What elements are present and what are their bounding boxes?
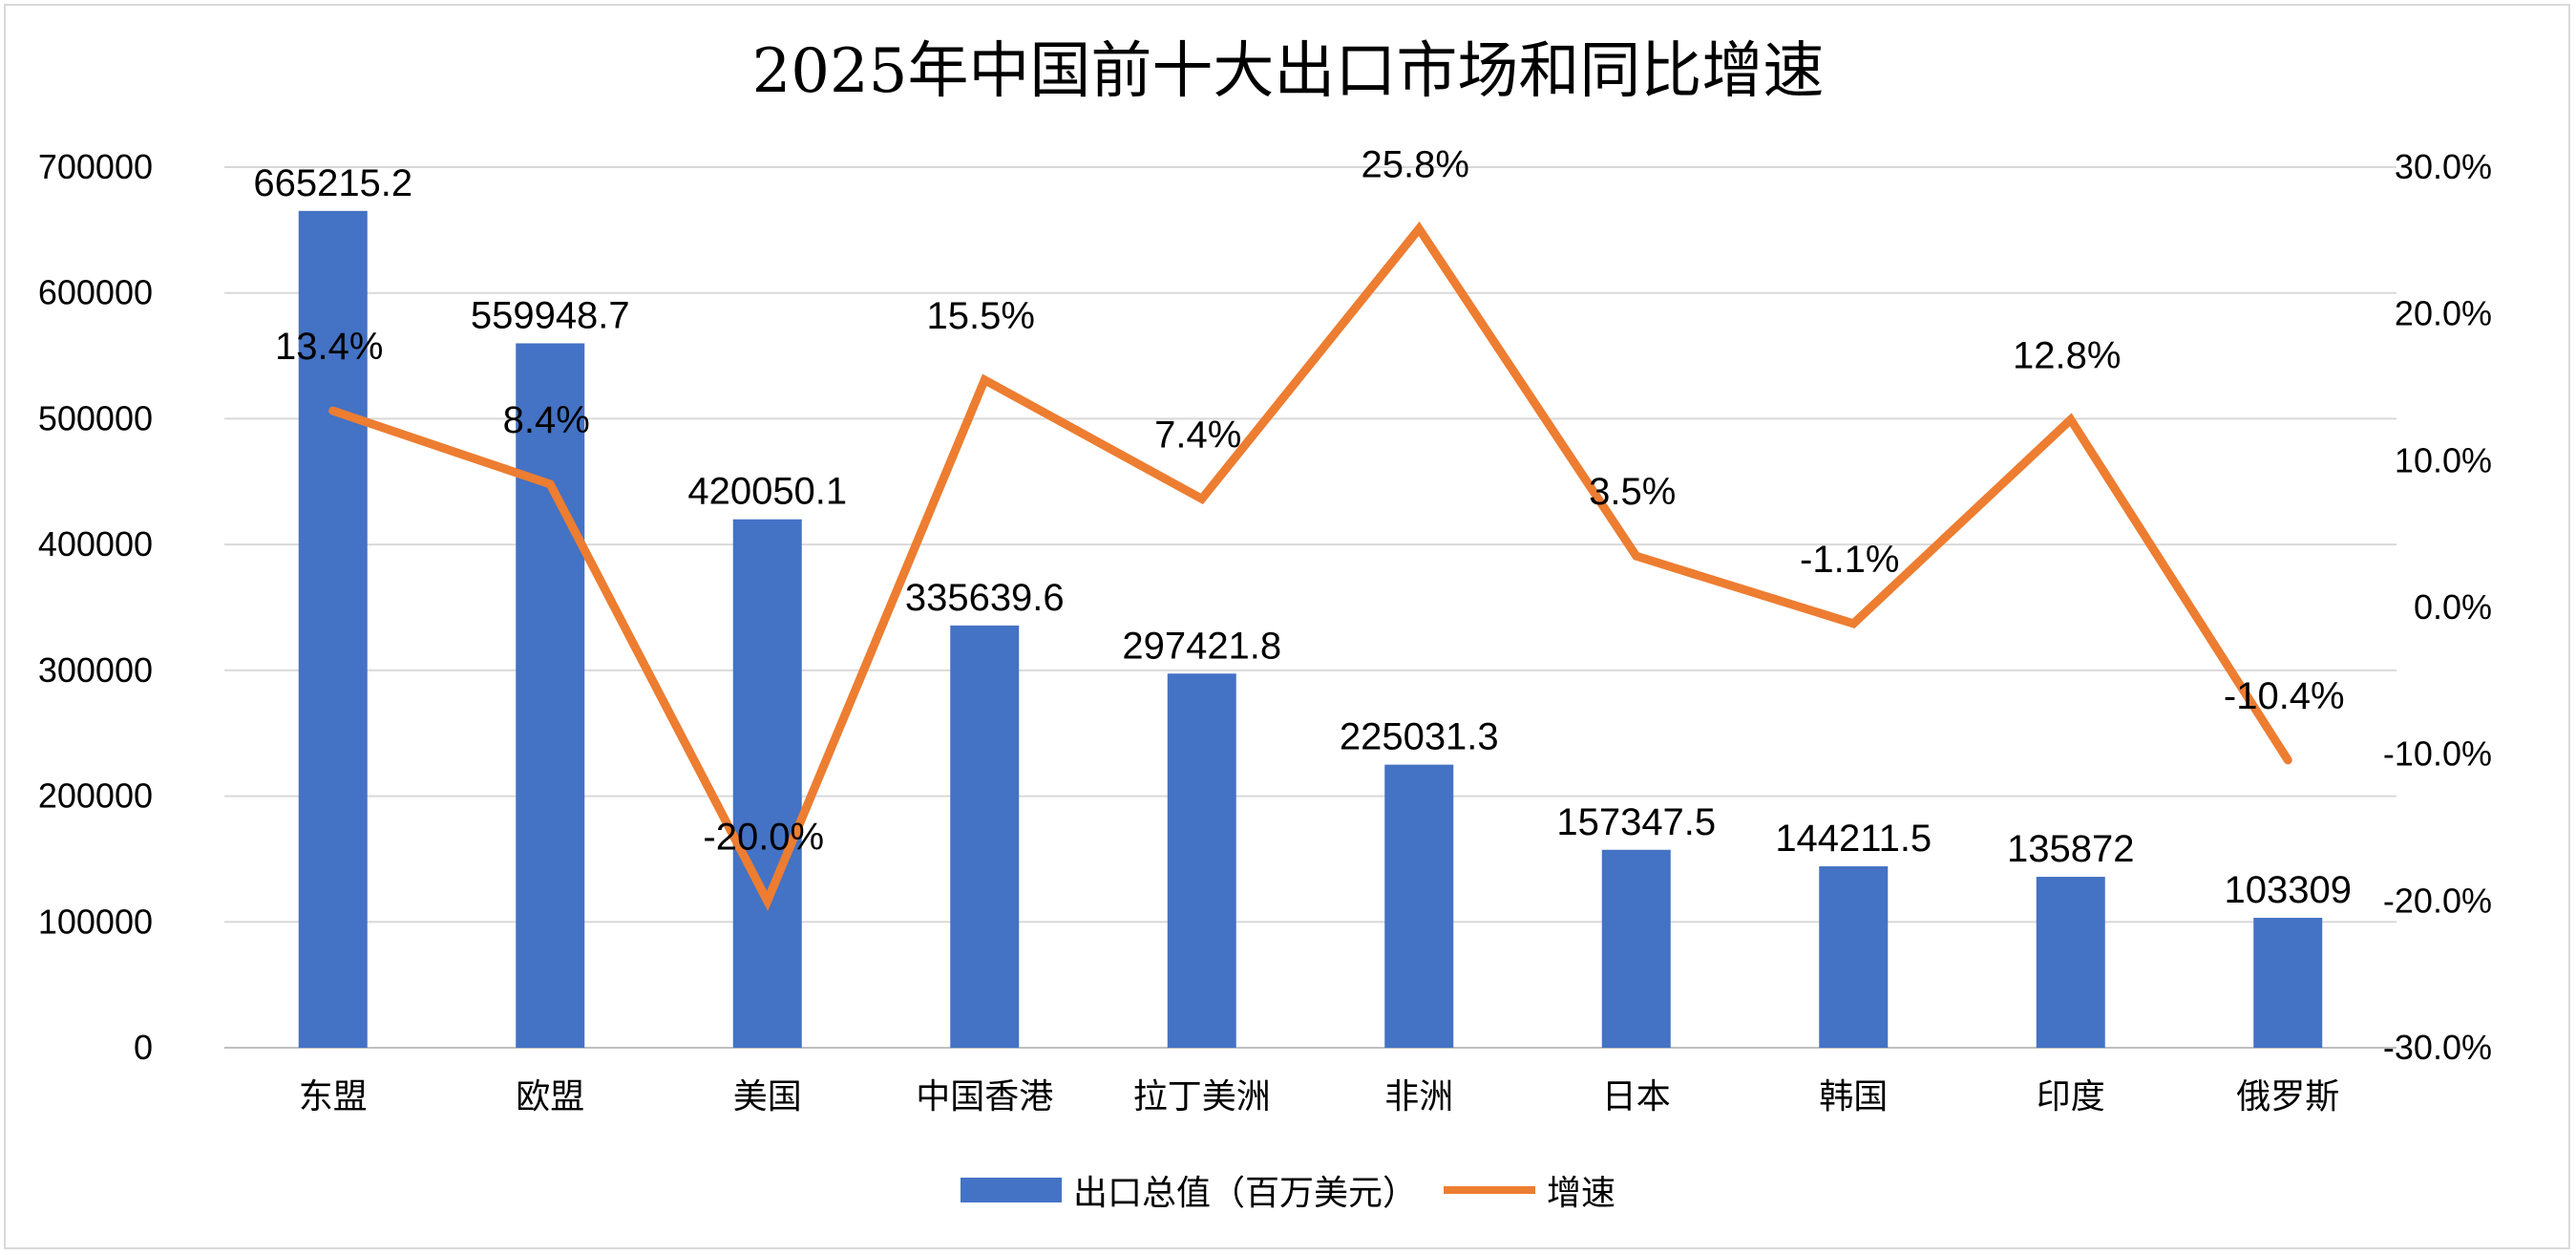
- bar: [1601, 849, 1671, 1048]
- line-value-label: 3.5%: [1589, 471, 1676, 513]
- y-left-tick-label: 200000: [38, 776, 153, 816]
- legend-label-export: 出口总值（百万美元）: [1072, 1174, 1417, 1213]
- x-category-label: 日本: [1602, 1077, 1671, 1117]
- x-category-label: 俄罗斯: [2236, 1077, 2339, 1117]
- line-value-label: 8.4%: [503, 399, 590, 441]
- bar-series: [298, 210, 2323, 1049]
- bar: [1384, 764, 1454, 1048]
- line-point: [2069, 418, 2072, 421]
- x-category-label: 东盟: [299, 1077, 368, 1117]
- line-value-label: 15.5%: [927, 295, 1035, 337]
- y-right-tick-label: 30.0%: [2395, 147, 2492, 186]
- y-left-tick-label: 100000: [38, 902, 153, 941]
- line-point: [331, 410, 334, 413]
- y-left-tick-label: 0: [134, 1028, 153, 1067]
- y-left-tick-label: 700000: [38, 147, 153, 186]
- line-point: [1200, 498, 1203, 500]
- growth-line: [328, 221, 2292, 911]
- legend-swatch-line: [1444, 1186, 1535, 1194]
- bar-value-label: 420050.1: [687, 471, 847, 513]
- line-value-label: 25.8%: [1362, 144, 1469, 186]
- line-point: [1418, 227, 1421, 230]
- bar: [2036, 877, 2105, 1048]
- legend-item-export: 出口总值（百万美元）: [960, 1165, 1417, 1215]
- y-right-tick-label: 10.0%: [2395, 440, 2492, 479]
- line-point: [1852, 622, 1855, 625]
- bar-value-label: 297421.8: [1122, 625, 1281, 667]
- legend: 出口总值（百万美元） 增速: [0, 1165, 2576, 1215]
- bar: [298, 210, 368, 1049]
- line-value-label: 7.4%: [1154, 414, 1241, 456]
- bar-value-label: 144211.5: [1775, 818, 1932, 860]
- line-point: [766, 900, 769, 903]
- y-right-tick-label: -20.0%: [2383, 881, 2492, 920]
- chart-title: 2025年中国前十大出口市场和同比增速: [751, 36, 1825, 107]
- bar-value-label: 335639.6: [905, 577, 1065, 619]
- bar: [1819, 866, 1889, 1048]
- x-category-label: 印度: [2037, 1077, 2105, 1117]
- y-left-tick-label: 600000: [38, 273, 153, 312]
- y-right-tick-label: -10.0%: [2383, 734, 2492, 774]
- y-left-tick-label: 300000: [38, 650, 153, 690]
- x-category-label: 非洲: [1384, 1077, 1453, 1117]
- line-value-label: -10.4%: [2224, 675, 2345, 717]
- bar-value-label: 225031.3: [1340, 716, 1499, 758]
- x-category-label: 美国: [733, 1077, 802, 1117]
- x-category-label: 韩国: [1819, 1077, 1888, 1117]
- legend-swatch-bar: [960, 1178, 1062, 1202]
- data-labels: 665215.2 559948.7 420050.1 335639.6 297421.8…: [253, 144, 2352, 911]
- bar-value-label: 665215.2: [253, 162, 412, 204]
- x-category-label: 拉丁美洲: [1133, 1077, 1271, 1117]
- legend-label-growth: 增速: [1547, 1174, 1616, 1213]
- line-value-label: -1.1%: [1800, 539, 1900, 581]
- bar-value-label: 135872: [2007, 828, 2134, 870]
- chart-frame: [4, 4, 2570, 1249]
- axes: 0 100000 200000 300000 400000 500000 600000 700…: [38, 147, 2492, 1117]
- line-point: [1635, 555, 1637, 558]
- x-category-label: 欧盟: [516, 1077, 584, 1117]
- bar-value-label: 157347.5: [1556, 801, 1716, 843]
- bar: [950, 625, 1020, 1048]
- y-right-tick-label: -30.0%: [2383, 1028, 2492, 1067]
- line-value-label: 13.4%: [275, 326, 383, 368]
- bar: [732, 519, 802, 1048]
- line-series: [328, 221, 2292, 911]
- bar-value-label: 559948.7: [471, 294, 630, 336]
- y-right-tick-label: 20.0%: [2395, 294, 2492, 333]
- bar: [516, 343, 585, 1049]
- bar-value-label: 103309: [2225, 869, 2352, 911]
- y-left-tick-label: 400000: [38, 524, 153, 564]
- y-left-tick-label: 500000: [38, 398, 153, 437]
- gridlines: [224, 166, 2397, 1049]
- legend-item-growth: 增速: [1444, 1165, 1615, 1215]
- line-value-label: 12.8%: [2013, 334, 2121, 376]
- x-category-label: 中国香港: [916, 1077, 1053, 1117]
- line-point: [549, 482, 552, 485]
- line-point: [2287, 758, 2290, 761]
- line-point: [983, 378, 986, 381]
- bar: [1167, 673, 1236, 1048]
- line-value-label: -20.0%: [703, 816, 824, 858]
- bar: [2253, 917, 2323, 1048]
- y-right-tick-label: 0.0%: [2414, 587, 2492, 627]
